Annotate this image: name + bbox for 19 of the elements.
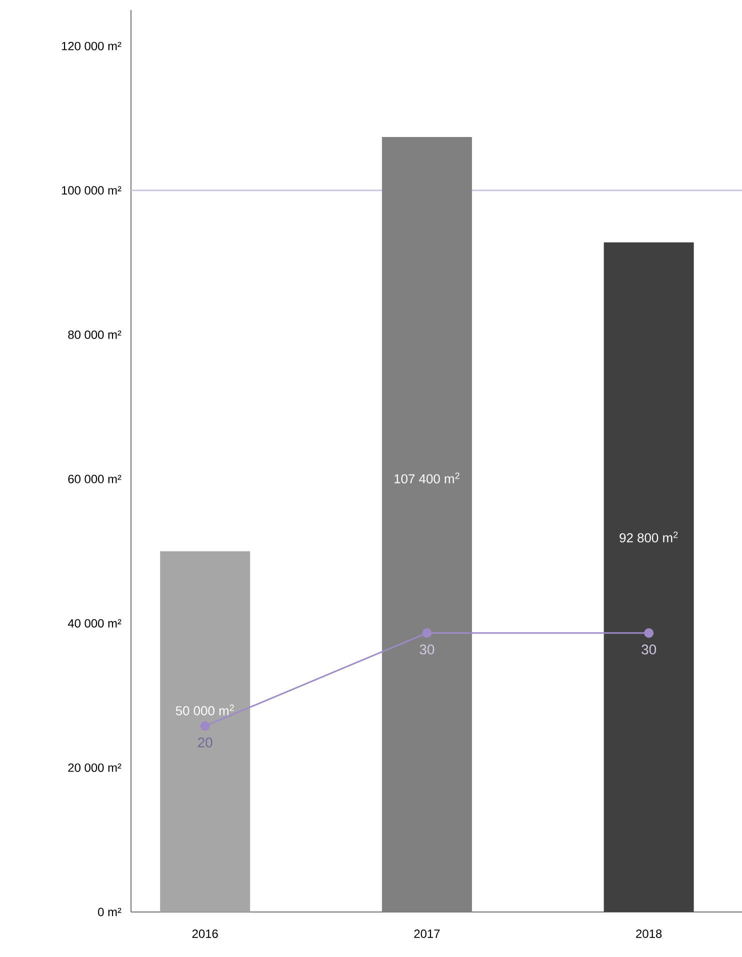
data-label: 30 (420, 644, 434, 654)
data-label: 50 000 m$^{2}$ (176, 704, 234, 716)
x-tick-label: 2017 (414, 930, 440, 938)
data-label: 107 400 m$^{2}$ (394, 472, 460, 484)
y-tick-label: 40 000 m² (68, 619, 122, 628)
data-label: 30 (642, 644, 656, 654)
y-tick-label: 60 000 m² (68, 474, 122, 484)
y-tick-label: 0 m² (98, 908, 122, 916)
x-tick-label: 2018 (636, 930, 662, 938)
bar (160, 551, 250, 912)
y-tick-label: 120 000 m² (62, 42, 122, 50)
data-label: 92 800 m$^{2}$ (620, 532, 678, 542)
y-tick-label: 100 000 m² (62, 186, 122, 195)
bar (604, 242, 694, 912)
data-label: 20 (198, 738, 212, 748)
y-tick-label: 80 000 m² (68, 330, 122, 339)
x-tick-label: 2016 (192, 930, 218, 938)
bar (382, 136, 472, 912)
y-tick-label: 20 000 m² (68, 763, 122, 772)
